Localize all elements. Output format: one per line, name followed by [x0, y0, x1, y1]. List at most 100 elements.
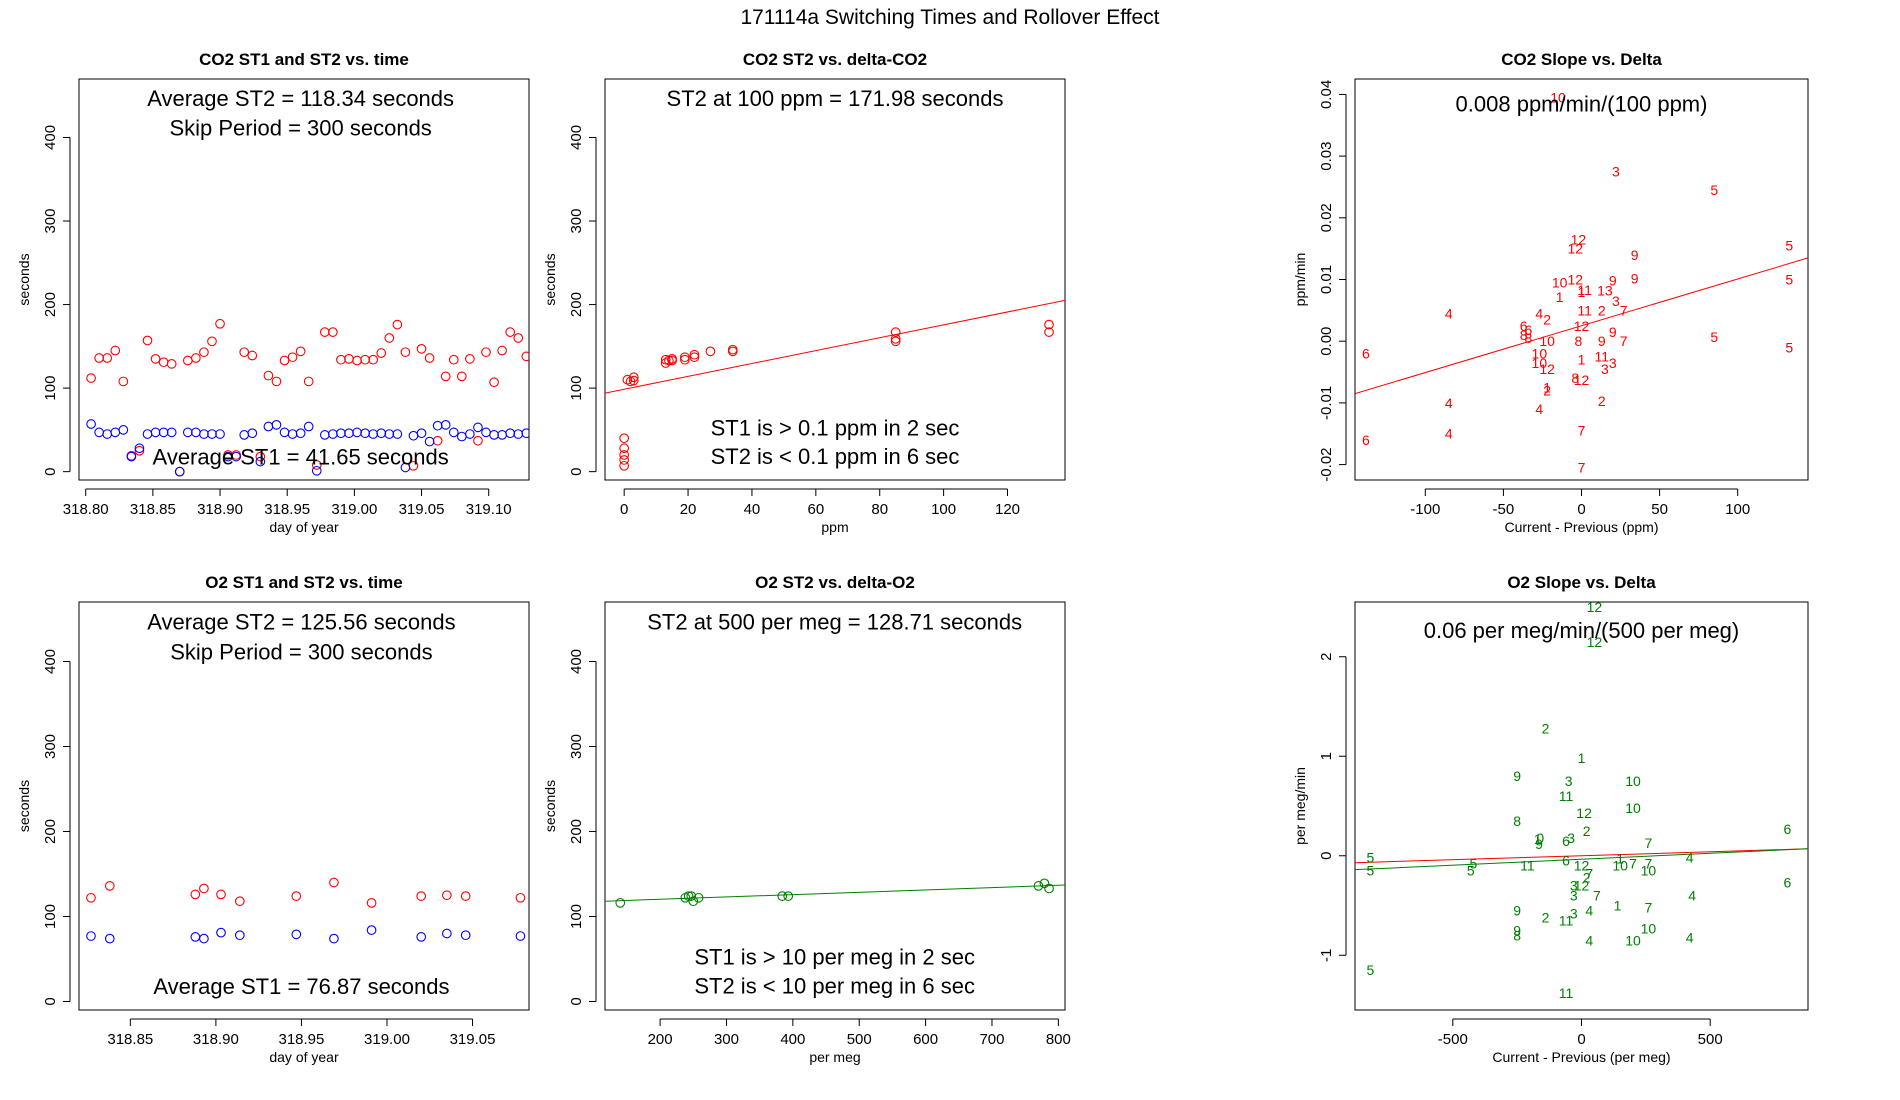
o2_time-plot-frame — [78, 601, 530, 1011]
co2_delta-y-tick-label: 300 — [568, 209, 585, 234]
o2_delta-y-tick-label: 0 — [568, 997, 585, 1005]
o2_delta-x-tick-label: 300 — [714, 1031, 739, 1048]
co2_time-point — [255, 451, 266, 462]
co2_time-point — [110, 427, 121, 438]
co2_time-annotation: Average ST2 = 118.34 seconds — [147, 86, 454, 111]
co2_slope-point-label: 7 — [1578, 460, 1586, 476]
o2_slope-y-tick-label: 1 — [1318, 752, 1335, 760]
o2_delta-point — [777, 891, 788, 901]
co2_delta-x-tick-label: 120 — [995, 501, 1020, 518]
o2_slope-point-label: 7 — [1645, 856, 1653, 872]
o2_time-point — [104, 933, 115, 944]
co2_time-x-tick-label: 318.95 — [264, 501, 310, 518]
co2_slope-point-label: 7 — [1578, 423, 1586, 439]
o2_slope-fit-line — [1355, 848, 1808, 864]
co2_slope-point-label: 10 — [1532, 355, 1548, 371]
co2_time-point — [94, 353, 104, 363]
co2_slope-point-label: 6 — [1520, 318, 1528, 334]
co2_slope-y-tick-label: -0.02 — [1318, 447, 1335, 481]
co2_slope-point-label: 11 — [1577, 282, 1592, 298]
co2_delta-y-tick-label: 100 — [568, 376, 585, 401]
o2_delta-series-ST2 — [615, 878, 1054, 908]
o2_slope-point-label: 0 — [1536, 830, 1544, 846]
o2_slope-point-label: 8 — [1513, 927, 1521, 943]
o2_slope-point-label: 12 — [1587, 634, 1603, 650]
co2_time-point — [505, 327, 516, 337]
o2_delta-y-tick-label: 300 — [568, 734, 585, 759]
o2_slope-fit-line — [1355, 848, 1808, 871]
co2_time-point — [465, 429, 475, 439]
o2_slope-point-label: 6 — [1784, 875, 1792, 891]
co2_slope-title: CO2 Slope vs. Delta — [1501, 50, 1662, 69]
co2_time-point — [102, 353, 113, 363]
o2_time-point — [515, 931, 526, 941]
co2_delta-y-tick-label: 200 — [568, 292, 585, 317]
o2_slope-point-label: 12 — [1587, 599, 1603, 615]
co2_time-point — [352, 355, 362, 366]
co2_slope-point-label: 12 — [1539, 361, 1555, 377]
co2_slope-x-tick-label: 100 — [1725, 501, 1750, 518]
co2_slope-annotation: 0.008 ppm/min/(100 ppm) — [1456, 92, 1708, 117]
o2_delta-x-axis: 200 300 400 500 600 700 800 per meg — [648, 1018, 1071, 1065]
co2_time-y-label: seconds — [16, 253, 32, 305]
co2_time-point — [448, 354, 459, 365]
co2_delta-x-tick-label: 0 — [620, 501, 628, 518]
o2_time-x-tick-label: 318.95 — [278, 1031, 324, 1048]
co2_time-point — [86, 419, 96, 429]
o2_delta-annotation: ST1 is > 10 per meg in 2 sec — [694, 944, 975, 969]
co2_slope-point-label: 8 — [1571, 370, 1579, 386]
o2_slope-point-label: 4 — [1585, 932, 1593, 948]
co2_delta-point — [619, 455, 630, 465]
o2_slope-y-tick-label: -1 — [1318, 949, 1335, 962]
co2_slope-point-label: 9 — [1609, 324, 1617, 340]
co2_time-point — [207, 429, 217, 439]
co2_time-point — [150, 427, 161, 438]
co2_time-y-tick-label: 0 — [42, 467, 59, 475]
co2_slope-point-label: 9 — [1631, 270, 1639, 286]
co2_time-point — [368, 354, 379, 365]
co2_slope-point-label: 10 — [1552, 275, 1568, 291]
co2_time-x-tick-label: 319.05 — [399, 501, 445, 518]
o2_slope-point-label: 6 — [1562, 833, 1570, 849]
o2_slope-point-label: 2 — [1542, 909, 1550, 925]
co2_slope-point-label: 7 — [1620, 302, 1628, 318]
co2_time-x-axis: 318.80 318.85 318.90 318.95 319.00 319.05 319.… — [63, 488, 512, 535]
co2_time-point — [271, 420, 282, 430]
co2_time-point — [295, 428, 306, 439]
co2_slope-x-label: Current - Previous (ppm) — [1504, 519, 1658, 535]
co2_time-point — [344, 428, 354, 439]
co2_time-point — [295, 346, 306, 357]
o2_slope-point-label: 2 — [1542, 720, 1550, 736]
co2_slope-y-axis: -0.02 -0.01 0.00 0.01 0.02 0.03 0.04 ppm/min — [1292, 80, 1347, 482]
o2_time-point — [216, 889, 226, 900]
co2_time-x-tick-label: 319.00 — [331, 501, 377, 518]
co2_time-point — [207, 336, 217, 347]
o2_delta-fit-line — [605, 884, 1065, 902]
o2_delta-x-tick-label: 700 — [979, 1031, 1004, 1048]
co2_time-plot-frame — [78, 78, 530, 481]
co2_slope-point-label: 1 — [1578, 352, 1586, 368]
co2_slope-x-tick-label: -50 — [1493, 501, 1515, 518]
co2_time-point — [94, 427, 104, 438]
co2_time-point — [481, 347, 491, 358]
o2_delta-y-tick-label: 100 — [568, 904, 585, 929]
o2_slope-point-label: 3 — [1570, 905, 1578, 921]
co2_time-point — [448, 427, 459, 438]
co2_delta-point — [727, 344, 738, 355]
co2_time-point — [271, 376, 282, 387]
co2_time-point — [231, 451, 242, 462]
co2_time-point — [279, 427, 290, 438]
o2_time-annotation: Skip Period = 300 seconds — [170, 639, 432, 664]
co2_delta-point — [680, 352, 690, 363]
co2_time-point — [432, 420, 443, 431]
o2_slope-point-label: 3 — [1570, 888, 1578, 904]
co2_slope-point-label: 5 — [1785, 272, 1793, 288]
o2_slope-point-label: 9 — [1513, 902, 1521, 918]
co2_time-point — [416, 428, 427, 439]
o2_delta-point — [615, 898, 626, 908]
o2_slope-point-label: 2 — [1583, 870, 1591, 886]
o2_time-point — [190, 889, 201, 900]
co2_time-point — [400, 347, 411, 358]
co2_time-y-tick-label: 200 — [42, 292, 59, 317]
